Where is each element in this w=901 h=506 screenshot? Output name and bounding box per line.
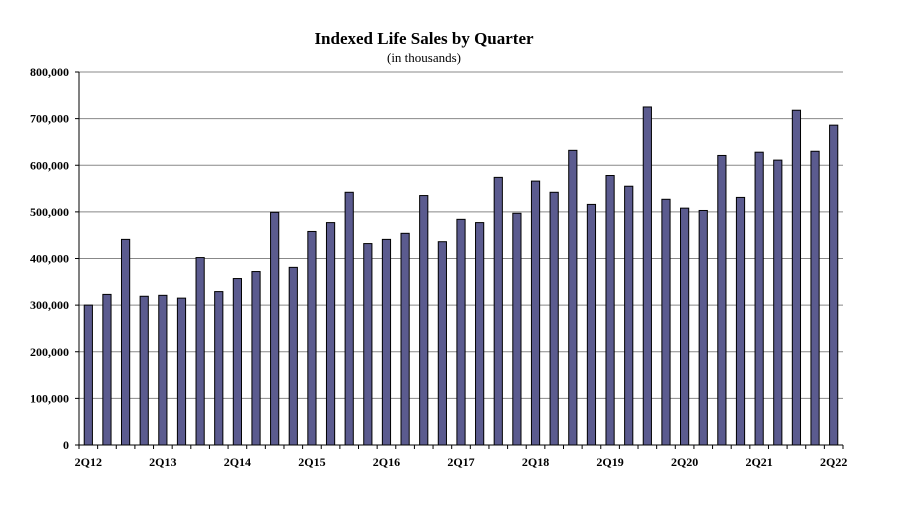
bar-4Q18 bbox=[568, 149, 578, 446]
bar-4Q20 bbox=[717, 154, 727, 446]
y-tick-label: 500,000 bbox=[30, 205, 69, 219]
y-tick-label: 200,000 bbox=[30, 345, 69, 359]
bar-1Q21 bbox=[735, 196, 746, 446]
y-tick-label: 300,000 bbox=[30, 298, 69, 312]
bar-1Q18 bbox=[512, 212, 522, 446]
y-tick-labels: 0 100,000 200,000 300,000 400,000 500,000 600,… bbox=[30, 65, 69, 452]
bar-2Q12 bbox=[83, 304, 93, 446]
bar-2Q22 bbox=[829, 124, 839, 446]
bar-4Q16 bbox=[419, 195, 429, 446]
bar-1Q22 bbox=[810, 150, 820, 446]
y-tick-label: 700,000 bbox=[30, 112, 69, 126]
bar-2Q20 bbox=[680, 207, 690, 446]
bar-2Q21 bbox=[754, 151, 764, 446]
bar-4Q13 bbox=[195, 257, 205, 446]
bar-3Q13 bbox=[176, 297, 187, 446]
bars bbox=[83, 106, 839, 446]
x-tick-label: 2Q19 bbox=[596, 455, 623, 469]
bar-4Q12 bbox=[120, 238, 131, 446]
x-tick-labels: 2Q12 2Q13 2Q14 2Q15 2Q16 2Q17 2Q18 2Q19 2Q20 2Q21… bbox=[75, 455, 848, 469]
bar-1Q16 bbox=[363, 243, 373, 446]
x-tick-label: 2Q16 bbox=[373, 455, 400, 469]
bar-3Q19 bbox=[624, 185, 634, 446]
bar-4Q14 bbox=[270, 211, 280, 446]
x-tick-label: 2Q14 bbox=[224, 455, 251, 469]
bar-2Q17 bbox=[456, 218, 466, 446]
x-tick-label: 2Q17 bbox=[447, 455, 474, 469]
bar-2Q19 bbox=[605, 175, 615, 446]
bar-1Q14 bbox=[214, 291, 224, 446]
bar-2Q13 bbox=[158, 294, 168, 446]
bar-2Q14 bbox=[232, 278, 242, 446]
x-tick-label: 2Q22 bbox=[820, 455, 847, 469]
bar-3Q18 bbox=[549, 191, 559, 446]
bar-3Q17 bbox=[475, 222, 485, 446]
x-tick-label: 2Q12 bbox=[75, 455, 102, 469]
bar-4Q15 bbox=[344, 191, 354, 446]
bar-3Q21 bbox=[773, 159, 783, 446]
bar-3Q20 bbox=[698, 209, 708, 446]
bar-1Q15 bbox=[288, 266, 298, 446]
y-tick-label: 800,000 bbox=[30, 65, 69, 79]
chart-title: Indexed Life Sales by Quarter bbox=[314, 29, 534, 48]
x-tick-label: 2Q18 bbox=[522, 455, 549, 469]
bar-4Q17 bbox=[493, 176, 503, 446]
x-tick-label: 2Q15 bbox=[298, 455, 325, 469]
bar-4Q19 bbox=[642, 106, 652, 446]
axes bbox=[75, 71, 844, 449]
bar-3Q15 bbox=[325, 222, 336, 446]
bar-4Q21 bbox=[791, 109, 802, 446]
bar-2Q15 bbox=[307, 230, 317, 446]
x-tick-label: 2Q21 bbox=[745, 455, 772, 469]
bar-2Q18 bbox=[530, 180, 541, 446]
bar-3Q14 bbox=[251, 271, 261, 446]
x-tick-label: 2Q13 bbox=[149, 455, 176, 469]
y-tick-label: 0 bbox=[63, 438, 69, 452]
bar-1Q17 bbox=[437, 241, 447, 446]
chart-subtitle: (in thousands) bbox=[387, 50, 461, 65]
bar-1Q19 bbox=[586, 203, 597, 446]
y-tick-label: 100,000 bbox=[30, 391, 69, 405]
y-tick-label: 400,000 bbox=[30, 252, 69, 266]
y-tick-label: 600,000 bbox=[30, 158, 69, 172]
bar-1Q13 bbox=[139, 295, 149, 446]
bar-2Q16 bbox=[381, 238, 392, 446]
x-tick-label: 2Q20 bbox=[671, 455, 698, 469]
bar-3Q16 bbox=[400, 232, 410, 446]
bar-1Q20 bbox=[661, 198, 671, 446]
bar-3Q12 bbox=[102, 293, 112, 446]
